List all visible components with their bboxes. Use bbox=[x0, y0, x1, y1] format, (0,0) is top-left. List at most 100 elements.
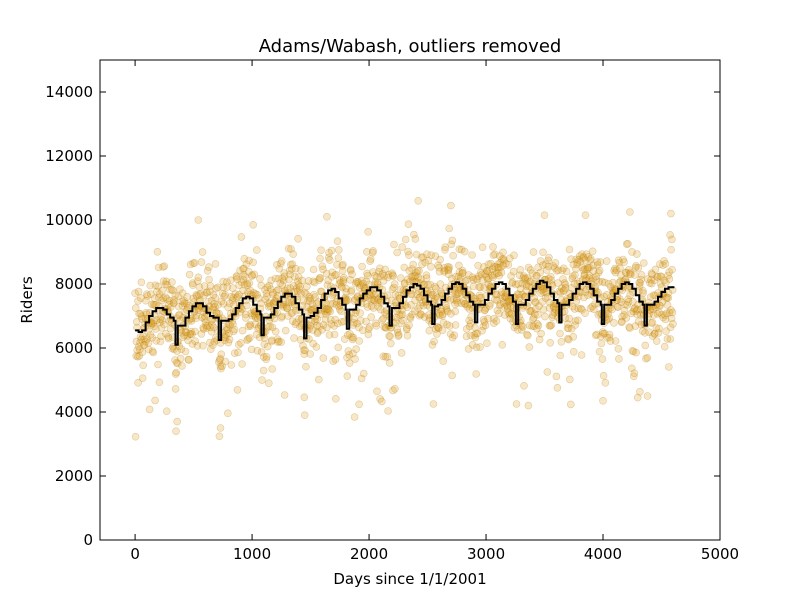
scatter-point bbox=[418, 260, 426, 269]
scatter-point bbox=[633, 305, 642, 314]
scatter-point bbox=[633, 250, 641, 258]
scatter-point bbox=[386, 332, 395, 341]
scatter-point bbox=[364, 330, 373, 339]
scatter-point bbox=[557, 337, 566, 346]
scatter-point bbox=[542, 260, 550, 269]
scatter-point bbox=[551, 259, 560, 267]
scatter-point bbox=[261, 295, 270, 304]
scatter-point bbox=[317, 287, 326, 296]
scatter-point bbox=[402, 325, 411, 334]
scatter-point bbox=[484, 274, 493, 283]
scatter-point bbox=[541, 312, 549, 321]
scatter-point bbox=[383, 352, 392, 361]
scatter-point bbox=[154, 282, 162, 291]
scatter-point bbox=[154, 360, 162, 369]
scatter-point bbox=[471, 333, 480, 342]
scatter-point bbox=[521, 274, 530, 283]
scatter-point bbox=[617, 298, 626, 306]
scatter-point bbox=[649, 311, 658, 319]
scatter-point bbox=[586, 256, 595, 265]
scatter-point bbox=[347, 286, 356, 295]
scatter-point bbox=[476, 283, 485, 292]
y-tick-label: 4000 bbox=[55, 403, 93, 421]
scatter-point bbox=[192, 291, 201, 299]
scatter-point bbox=[252, 330, 261, 339]
scatter-point bbox=[227, 361, 236, 369]
scatter-point bbox=[575, 256, 583, 264]
y-tick-label: 0 bbox=[83, 531, 93, 549]
scatter-point bbox=[377, 397, 386, 406]
scatter-point bbox=[331, 394, 340, 403]
scatter-point bbox=[461, 300, 470, 308]
scatter-point bbox=[224, 409, 232, 418]
scatter-point bbox=[517, 321, 526, 330]
scatter-point bbox=[600, 292, 609, 301]
scatter-point bbox=[630, 369, 639, 378]
scatter-point bbox=[277, 313, 286, 322]
scatter-point bbox=[294, 280, 303, 289]
scatter-point bbox=[265, 281, 274, 290]
scatter-point bbox=[229, 284, 237, 292]
scatter-point bbox=[188, 279, 197, 288]
scatter-point bbox=[533, 272, 541, 280]
scatter-point bbox=[646, 293, 655, 301]
scatter-point bbox=[157, 332, 165, 341]
scatter-point bbox=[193, 292, 201, 300]
scatter-point bbox=[150, 322, 158, 331]
scatter-point bbox=[552, 266, 561, 275]
scatter-point bbox=[409, 260, 418, 269]
scatter-point bbox=[351, 355, 359, 363]
scatter-point bbox=[448, 371, 457, 380]
scatter-point bbox=[515, 290, 523, 299]
scatter-point bbox=[380, 308, 389, 317]
scatter-point bbox=[374, 295, 383, 304]
scatter-point bbox=[222, 326, 231, 334]
scatter-point bbox=[325, 331, 334, 339]
scatter-point bbox=[217, 364, 225, 373]
scatter-point bbox=[216, 354, 224, 363]
scatter-point bbox=[166, 285, 174, 294]
scatter-point bbox=[618, 312, 627, 321]
scatter-point bbox=[251, 320, 260, 328]
scatter-point bbox=[292, 306, 300, 315]
scatter-point bbox=[215, 432, 224, 441]
scatter-point bbox=[338, 266, 347, 275]
scatter-point bbox=[142, 308, 151, 317]
scatter-point bbox=[339, 276, 348, 284]
scatter-point bbox=[371, 271, 379, 280]
scatter-point bbox=[208, 305, 217, 314]
scatter-point bbox=[641, 328, 649, 337]
scatter-point bbox=[186, 330, 194, 338]
scatter-point bbox=[167, 303, 175, 311]
scatter-point bbox=[599, 371, 608, 380]
scatter-point bbox=[659, 261, 667, 270]
scatter-point bbox=[247, 309, 255, 318]
scatter-point bbox=[443, 262, 452, 271]
scatter-point bbox=[617, 318, 626, 327]
scatter-point bbox=[233, 275, 241, 284]
scatter-point bbox=[355, 337, 364, 345]
scatter-point bbox=[554, 279, 562, 287]
scatter-point bbox=[647, 275, 655, 284]
scatter-point bbox=[200, 282, 209, 290]
scatter-point bbox=[560, 286, 568, 294]
scatter-point bbox=[300, 346, 308, 355]
scatter-point bbox=[397, 319, 406, 327]
scatter-point bbox=[414, 197, 423, 205]
scatter-point bbox=[207, 327, 216, 336]
scatter-point bbox=[503, 304, 512, 313]
scatter-point bbox=[507, 272, 515, 280]
scatter-point bbox=[441, 283, 450, 292]
scatter-point bbox=[579, 266, 588, 274]
scatter-point bbox=[324, 276, 333, 285]
scatter-point bbox=[362, 317, 370, 326]
scatter-point bbox=[419, 253, 427, 262]
scatter-point bbox=[168, 278, 176, 286]
scatter-point bbox=[321, 298, 330, 307]
scatter-point bbox=[134, 378, 142, 387]
scatter-point bbox=[323, 281, 332, 289]
scatter-point bbox=[223, 283, 232, 291]
scatter-point bbox=[406, 313, 414, 321]
scatter-point bbox=[554, 266, 563, 275]
scatter-point bbox=[263, 292, 271, 301]
